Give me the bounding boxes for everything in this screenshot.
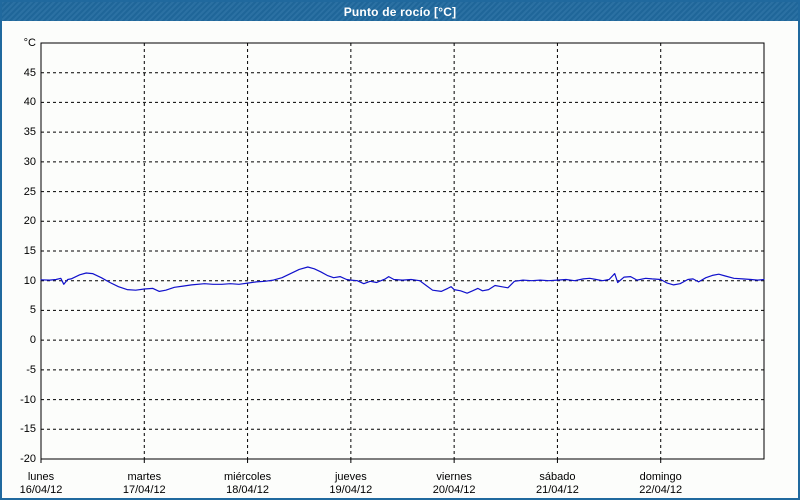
x-day-label-sábado: sábado 21/04/12 [509, 471, 605, 497]
y-tick-label-20: 20 [23, 215, 36, 228]
dew-point-line-chart [40, 42, 765, 463]
day-date: 16/04/12 [19, 484, 63, 496]
chart-area: °C 45 40 35 30 25 20 15 10 5 0 -5 -10 -15 -20 lunes 16/0… [2, 21, 798, 498]
plot-border [40, 42, 765, 460]
day-date: 22/04/12 [639, 484, 683, 496]
y-tick-label--20: -20 [20, 453, 36, 465]
day-name: sábado [539, 471, 576, 483]
y-tick-label-5: 5 [29, 304, 36, 317]
y-tick-label-40: 40 [23, 96, 36, 109]
day-name: martes [127, 471, 162, 483]
chart-title-bar: Punto de rocío [°C] [2, 2, 798, 21]
y-tick-label-15: 15 [23, 245, 36, 257]
day-name: jueves [334, 471, 367, 483]
day-date: 20/04/12 [432, 484, 476, 496]
x-day-label-miércoles: miércoles 18/04/12 [200, 471, 296, 497]
y-tick-label--10: -10 [20, 393, 36, 406]
y-tick-label-25: 25 [23, 185, 36, 198]
x-day-label-jueves: jueves 19/04/12 [303, 471, 399, 497]
y-tick-label-45: 45 [23, 66, 36, 79]
day-name: domingo [639, 471, 682, 483]
x-day-label-martes: martes 17/04/12 [96, 471, 192, 497]
y-tick-label--5: -5 [26, 363, 36, 376]
x-day-label-viernes: viernes 20/04/12 [406, 471, 502, 497]
day-name: lunes [27, 471, 55, 483]
day-date: 18/04/12 [226, 484, 269, 496]
y-axis-unit-label: °C [23, 37, 36, 49]
series-line-0 [40, 266, 765, 294]
y-tick-label-0: 0 [29, 334, 36, 347]
y-tick-label-30: 30 [23, 155, 36, 168]
day-name: miércoles [224, 471, 272, 483]
y-tick-label-35: 35 [23, 126, 36, 139]
y-tick-label--15: -15 [20, 423, 36, 436]
chart-title: Punto de rocío [°C] [343, 4, 457, 19]
day-date: 19/04/12 [329, 484, 373, 496]
day-name: viernes [436, 471, 472, 483]
y-tick-label-10: 10 [23, 274, 36, 287]
day-date: 17/04/12 [122, 484, 166, 496]
x-day-label-domingo: domingo 22/04/12 [613, 471, 709, 497]
day-date: 21/04/12 [536, 484, 579, 496]
x-day-label-lunes: lunes 16/04/12 [2, 471, 89, 497]
